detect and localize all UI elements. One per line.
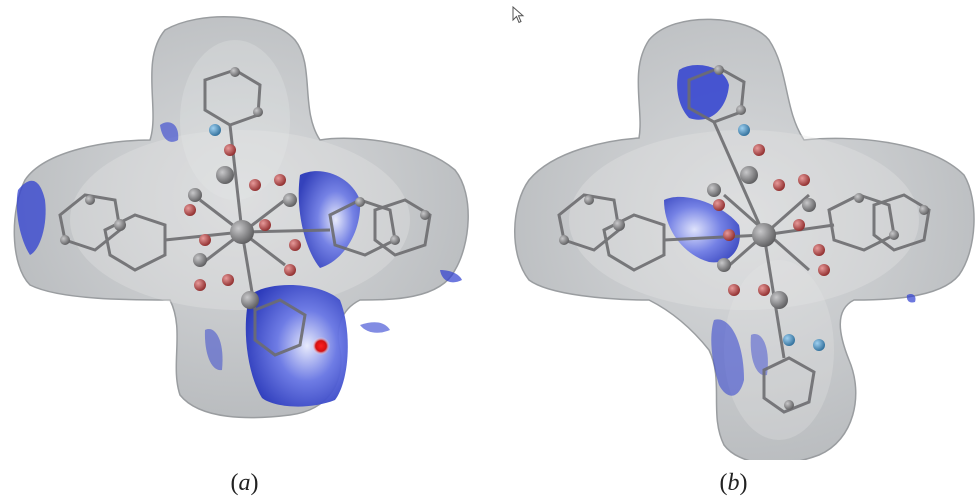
panel-label-a: (a) — [230, 470, 259, 496]
blue-contact-patch-center — [664, 196, 740, 263]
molecule-surface-figure-b — [514, 18, 975, 460]
hirshfeld-surface-b — [514, 18, 975, 460]
blue-contact-patch-right-edge — [906, 293, 916, 303]
blue-contact-patch-right-edge — [440, 270, 462, 283]
hirshfeld-surface-panel-a: (a) — [13, 16, 469, 496]
blue-contact-patch-left — [16, 180, 46, 255]
hirshfeld-surface-panel-b: (b) — [489, 0, 978, 503]
blue-contact-patch-top — [160, 122, 179, 142]
blue-contact-patch-bottom-rim — [360, 322, 390, 333]
blue-contact-patch-bottom-left — [204, 329, 223, 371]
molecule-surface-figure-a — [13, 16, 469, 419]
mouse-cursor-icon — [512, 6, 525, 24]
atoms-a — [60, 67, 430, 309]
blue-contact-patch-bottom-mid — [750, 334, 768, 376]
panel-label-b: (b) — [719, 470, 748, 496]
atoms-b — [559, 65, 929, 410]
blue-contact-patch-bottom-left — [711, 319, 744, 396]
red-close-contact-spot — [312, 337, 330, 355]
